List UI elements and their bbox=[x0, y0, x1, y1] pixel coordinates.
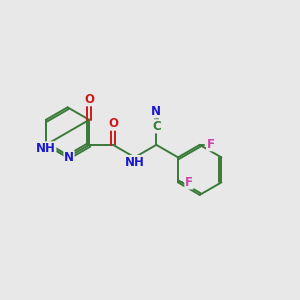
Text: NH: NH bbox=[125, 156, 145, 169]
Text: F: F bbox=[207, 138, 214, 151]
Text: F: F bbox=[185, 176, 193, 189]
Text: N: N bbox=[64, 151, 74, 164]
Text: O: O bbox=[84, 93, 94, 106]
Text: NH: NH bbox=[36, 142, 56, 155]
Text: C: C bbox=[152, 120, 161, 133]
Text: O: O bbox=[108, 117, 118, 130]
Text: N: N bbox=[152, 105, 161, 118]
